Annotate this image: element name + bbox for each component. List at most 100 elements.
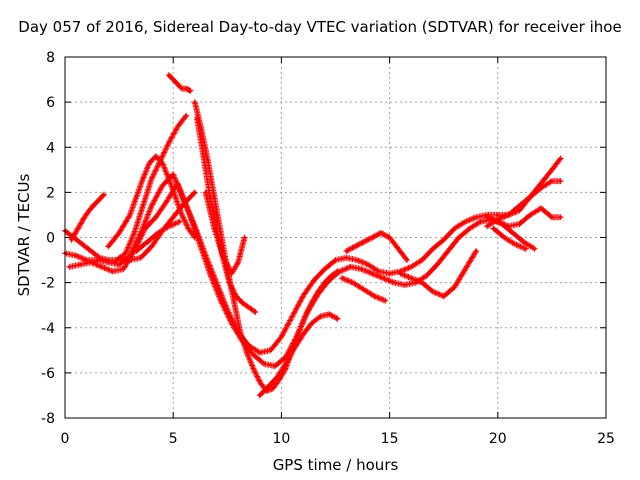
data-point — [258, 351, 262, 355]
data-point — [403, 283, 407, 287]
data-point — [193, 100, 197, 104]
data-point — [147, 161, 151, 165]
data-point — [236, 260, 240, 264]
data-point — [511, 231, 515, 235]
data-point — [273, 364, 277, 368]
data-point — [178, 220, 182, 224]
data-point — [372, 294, 376, 298]
y-tick-label: 6 — [46, 95, 55, 111]
data-point — [266, 384, 270, 388]
data-point — [184, 87, 188, 91]
data-point — [539, 206, 543, 210]
data-point — [517, 204, 521, 208]
data-point — [344, 256, 348, 260]
x-tick-label: 0 — [61, 431, 70, 447]
data-point — [463, 220, 467, 224]
y-tick-label: -8 — [41, 411, 55, 427]
data-point — [381, 276, 385, 280]
series-marks — [68, 191, 107, 243]
data-point — [154, 215, 158, 219]
data-point — [128, 258, 132, 262]
data-point — [80, 242, 84, 246]
data-point — [139, 256, 143, 260]
y-tick-label: -6 — [41, 366, 55, 382]
data-point — [160, 229, 164, 233]
data-point — [258, 380, 262, 384]
data-point — [234, 294, 238, 298]
data-point — [212, 195, 216, 199]
data-point — [353, 245, 357, 249]
data-point — [69, 238, 73, 242]
data-point — [128, 213, 132, 217]
data-point — [180, 87, 184, 91]
data-point — [78, 263, 82, 267]
data-point — [106, 258, 110, 262]
data-point — [424, 274, 428, 278]
data-point — [76, 226, 80, 230]
data-point — [219, 299, 223, 303]
data-point — [180, 213, 184, 217]
data-point — [297, 330, 301, 334]
data-point — [89, 206, 93, 210]
data-point — [435, 263, 439, 267]
x-tick-label: 20 — [489, 431, 507, 447]
data-point — [310, 301, 314, 305]
data-point — [173, 195, 177, 199]
series-track-13 — [343, 230, 410, 264]
data-point — [271, 387, 275, 391]
data-point — [204, 190, 208, 194]
series-track-17 — [484, 205, 564, 230]
data-point — [446, 249, 450, 253]
data-point — [349, 265, 353, 269]
data-point — [160, 184, 164, 188]
data-point — [292, 346, 296, 350]
data-point — [468, 226, 472, 230]
data-point — [117, 256, 121, 260]
data-point — [74, 254, 78, 258]
data-point — [522, 240, 526, 244]
data-point — [507, 213, 511, 217]
data-point — [398, 272, 402, 276]
data-point — [329, 274, 333, 278]
y-tick-label: 8 — [46, 50, 55, 66]
data-point — [206, 159, 210, 163]
data-point — [310, 321, 314, 325]
data-point — [165, 199, 169, 203]
series-track-8 — [165, 72, 194, 94]
data-point — [230, 272, 234, 276]
data-point — [336, 269, 340, 273]
data-point — [496, 213, 500, 217]
data-point — [193, 236, 197, 239]
data-point — [431, 247, 435, 251]
data-point — [362, 240, 366, 244]
data-point — [550, 179, 554, 183]
data-point — [517, 222, 521, 226]
data-point — [312, 278, 316, 282]
data-point — [351, 281, 355, 285]
data-point — [502, 236, 506, 239]
data-point — [420, 258, 424, 262]
data-point — [98, 256, 102, 260]
data-point — [186, 208, 190, 212]
series-track-14 — [339, 275, 389, 304]
data-point — [383, 299, 387, 303]
data-point — [478, 220, 482, 224]
data-point — [303, 314, 307, 318]
data-point — [106, 245, 110, 249]
data-point — [160, 161, 164, 165]
data-point — [491, 226, 495, 230]
data-point — [269, 348, 273, 352]
data-marks — [62, 72, 564, 399]
data-point — [539, 181, 543, 185]
axis-ticks: 0 5 10 15 20 25 -8 -6 -4 -2 0 2 4 6 8 — [41, 50, 615, 447]
data-point — [420, 281, 424, 285]
data-point — [117, 231, 121, 235]
data-point — [102, 193, 106, 197]
data-point — [82, 215, 86, 219]
data-point — [95, 199, 99, 203]
data-point — [388, 272, 392, 276]
data-point — [550, 215, 554, 219]
data-point — [284, 362, 288, 366]
data-point — [189, 89, 193, 93]
data-point — [370, 272, 374, 276]
